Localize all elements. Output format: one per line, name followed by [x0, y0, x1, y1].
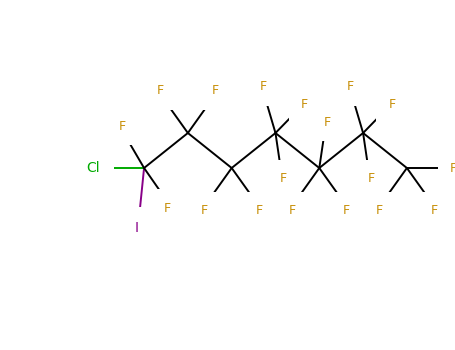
Text: F: F — [301, 98, 308, 112]
Text: F: F — [450, 161, 455, 175]
Text: F: F — [212, 84, 219, 98]
Text: F: F — [119, 119, 126, 133]
Text: F: F — [389, 98, 396, 112]
Text: F: F — [259, 80, 266, 93]
Text: F: F — [201, 204, 208, 217]
Text: F: F — [343, 204, 350, 217]
Text: F: F — [347, 80, 354, 93]
Text: F: F — [157, 84, 164, 98]
Text: F: F — [430, 204, 438, 217]
Text: I: I — [134, 221, 138, 235]
Text: F: F — [255, 204, 263, 217]
Text: F: F — [164, 202, 171, 215]
Text: F: F — [280, 173, 287, 186]
Text: F: F — [324, 116, 331, 128]
Text: F: F — [367, 173, 374, 186]
Text: F: F — [288, 204, 296, 217]
Text: F: F — [376, 204, 383, 217]
Text: Cl: Cl — [86, 161, 100, 175]
